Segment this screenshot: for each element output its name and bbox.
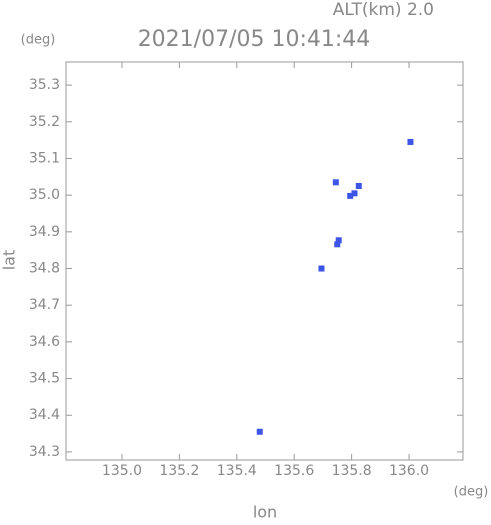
y-tick-label: 34.8 xyxy=(29,261,60,277)
altitude-label: ALT(km) 2.0 xyxy=(333,0,434,20)
x-tick-label: 136.0 xyxy=(389,463,429,479)
y-tick-label: 34.4 xyxy=(29,407,60,423)
x-axis-label: lon xyxy=(253,503,277,522)
y-tick-label: 35.3 xyxy=(29,77,60,93)
y-tick-label: 34.3 xyxy=(29,444,60,460)
y-unit: (deg) xyxy=(21,33,56,48)
y-tick-label: 35.0 xyxy=(29,187,60,203)
y-tick-label: 34.7 xyxy=(29,297,60,313)
plot-frame xyxy=(65,61,464,461)
echo-cell xyxy=(256,428,263,435)
echo-cell xyxy=(335,237,342,244)
echo-cell xyxy=(355,182,362,189)
y-axis-label: lat xyxy=(0,250,19,271)
y-tick-label: 35.2 xyxy=(29,114,60,130)
x-tick-label: 135.8 xyxy=(332,463,372,479)
echo-cell xyxy=(318,265,325,272)
x-tick-label: 135.6 xyxy=(274,463,314,479)
echo-cell xyxy=(334,241,341,248)
echo-cell xyxy=(351,190,358,197)
echo-cell xyxy=(347,192,354,199)
echo-cell xyxy=(407,138,414,145)
x-tick-label: 135.0 xyxy=(102,463,142,479)
y-tick-label: 34.6 xyxy=(29,334,60,350)
chart-title: 2021/07/05 10:41:44 xyxy=(138,27,371,52)
y-tick-label: 34.9 xyxy=(29,224,60,240)
x-tick-label: 135.2 xyxy=(159,463,199,479)
y-tick-label: 34.5 xyxy=(29,371,60,387)
y-tick-label: 35.1 xyxy=(29,150,60,166)
x-tick-label: 135.4 xyxy=(217,463,257,479)
x-unit: (deg) xyxy=(454,485,489,500)
echo-cell xyxy=(332,179,339,186)
